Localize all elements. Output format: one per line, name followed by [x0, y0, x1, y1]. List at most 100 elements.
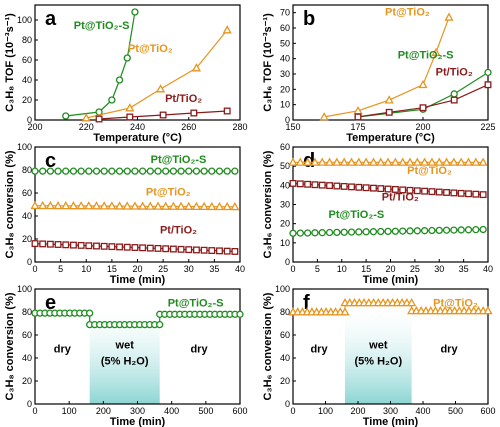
data-point: [231, 167, 239, 175]
region-label-dry-left: dry: [310, 343, 328, 355]
data-point: [391, 186, 399, 193]
data-point: [223, 167, 231, 175]
data-point: [222, 201, 232, 211]
x-tick-label: 20: [385, 264, 395, 274]
data-point: [138, 167, 147, 175]
series-label: Pt@TiO₂-S: [168, 297, 224, 309]
data-point: [77, 167, 85, 175]
data-point: [427, 157, 437, 166]
data-point: [324, 157, 335, 166]
y-tick-label: 0: [285, 399, 290, 409]
data-point: [303, 229, 312, 237]
y-tick-label: 40: [22, 75, 32, 85]
x-tick-label: 600: [480, 406, 495, 416]
data-point: [444, 12, 454, 21]
x-tick-label: 280: [232, 122, 247, 132]
data-point: [362, 228, 370, 236]
data-point: [39, 167, 47, 175]
x-tick-label: 10: [81, 264, 91, 274]
data-point: [304, 180, 312, 188]
data-point: [457, 189, 465, 197]
panel-letter: a: [45, 8, 57, 30]
data-point: [406, 186, 414, 194]
data-point: [420, 157, 430, 166]
data-point: [99, 201, 109, 210]
data-point: [449, 157, 459, 166]
x-tick-label: 400: [164, 406, 179, 416]
data-point: [62, 167, 70, 175]
data-point: [85, 167, 93, 175]
data-point: [131, 167, 139, 175]
data-point: [54, 167, 62, 175]
data-point: [191, 63, 202, 72]
region-label-dry-right: dry: [190, 343, 208, 355]
x-tick-label: 0: [290, 406, 295, 416]
data-point: [191, 201, 202, 211]
data-point: [38, 200, 48, 210]
data-point: [168, 201, 178, 210]
data-point: [154, 244, 162, 252]
data-point: [354, 113, 362, 121]
region-label-wet: wet: [368, 339, 388, 351]
data-point: [192, 167, 201, 175]
x-tick-label: 600: [232, 406, 247, 416]
series-label: Pt/TiO₂: [382, 192, 419, 204]
x-axis-label: Temperature (°C): [346, 132, 435, 144]
data-point: [418, 79, 428, 89]
data-point: [215, 167, 224, 175]
data-point: [450, 96, 458, 104]
y-tick-label: 20: [280, 219, 290, 229]
data-point: [369, 228, 378, 236]
data-point: [384, 185, 392, 193]
x-tick-label: 40: [235, 264, 245, 274]
data-point: [185, 167, 193, 175]
data-point: [318, 229, 326, 237]
x-tick-label: 225: [480, 122, 495, 132]
data-point: [325, 228, 334, 237]
data-point: [61, 200, 71, 210]
region-label-dry-left: dry: [54, 343, 72, 355]
region-label-wet-sub: (5% H₂O): [101, 355, 149, 367]
data-point: [443, 189, 451, 196]
y-tick-label: 80: [280, 307, 290, 317]
data-point: [123, 167, 131, 175]
y-tick-label: 100: [17, 284, 32, 294]
x-tick-label: 100: [62, 406, 77, 416]
data-point: [383, 157, 393, 166]
panel-b: 150 175 200 225 0 10 20 30 40 50 60 70 Temperature (…: [262, 4, 496, 144]
data-point: [115, 76, 124, 84]
panel-d: 0 5 10 15 20 25 30 35 40 0 10 20 30 40 50 60 Time (min) C…: [262, 142, 493, 286]
data-point: [479, 225, 487, 234]
data-point: [368, 157, 379, 166]
data-point: [348, 183, 355, 191]
data-point: [69, 167, 78, 175]
panel-f: 0 100 200 300 400 500 600 0 20 40 60 80 100 Time (min…: [262, 284, 496, 427]
data-point: [154, 167, 162, 175]
y-tick-label: 0: [285, 115, 290, 125]
panel-c: 0 5 10 15 20 25 30 35 40 0 20 40 60 80 100 Time (min) C₃…: [4, 142, 245, 286]
y-tick-label: 60: [280, 23, 290, 33]
data-point: [421, 187, 429, 195]
data-point: [413, 187, 421, 195]
y-axis-label: C₃H₈ conversion (%): [4, 150, 16, 258]
data-point: [339, 157, 349, 166]
data-point: [347, 228, 356, 236]
x-tick-label: 240: [130, 122, 145, 132]
panel-e: 0 100 200 300 400 500 600 0 20 40 60 80 100 Time (min…: [4, 284, 248, 427]
data-point: [456, 157, 466, 166]
data-point: [484, 68, 492, 77]
data-point: [377, 227, 385, 236]
data-point: [45, 200, 55, 210]
data-point: [162, 245, 170, 253]
data-point: [123, 54, 131, 62]
data-point: [86, 309, 94, 317]
data-point: [413, 227, 421, 235]
data-point: [54, 241, 62, 248]
data-point: [484, 81, 492, 89]
y-tick-label: 80: [22, 307, 32, 317]
series-label: Pt@TiO₂-S: [74, 20, 130, 32]
data-point: [214, 201, 225, 211]
data-point: [62, 112, 70, 120]
data-point: [108, 96, 116, 104]
y-tick-label: 20: [22, 234, 32, 244]
